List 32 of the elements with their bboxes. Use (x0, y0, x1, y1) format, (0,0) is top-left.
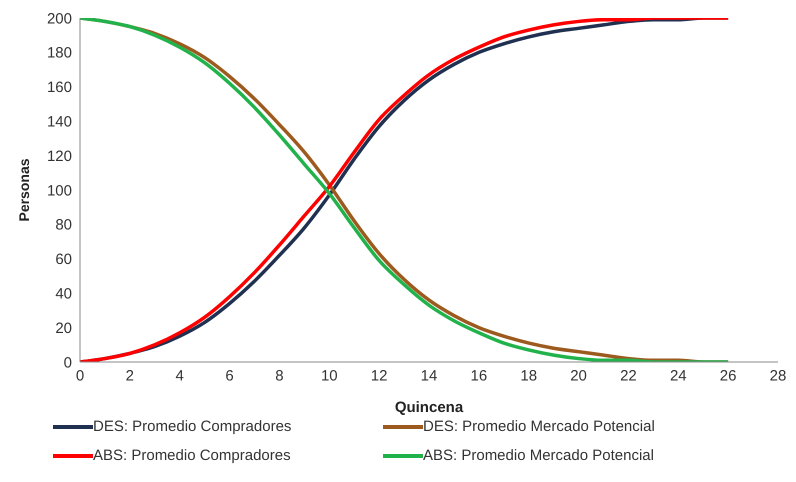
x-tick-label: 20 (570, 368, 587, 385)
y-tick-label: 100 (46, 182, 72, 200)
x-tick-label: 8 (275, 368, 284, 385)
x-axis-title: Quincena (394, 399, 464, 416)
x-tick-label: 2 (126, 368, 134, 385)
x-tick-label: 16 (470, 368, 488, 385)
y-tick-label: 80 (55, 216, 72, 234)
x-tick-label: 10 (320, 368, 338, 385)
legend-label: ABS: Promedio Compradores (93, 447, 291, 464)
x-tick-label: 0 (76, 368, 84, 385)
x-tick-label: 24 (670, 368, 687, 385)
y-axis-title: Personas (16, 158, 32, 222)
x-tick-label: 14 (420, 368, 438, 385)
legend-label: DES: Promedio Mercado Potencial (423, 418, 655, 435)
legend-label: ABS: Promedio Mercado Potencial (423, 447, 654, 464)
y-tick-label: 40 (55, 286, 72, 303)
legend-label: DES: Promedio Compradores (93, 418, 292, 435)
y-tick-label: 120 (46, 148, 72, 165)
x-tick-label: 26 (720, 368, 736, 385)
x-tick-label: 18 (520, 368, 538, 385)
y-tick-label: 0 (64, 354, 72, 372)
x-tick-label: 6 (225, 368, 234, 385)
y-tick-label: 60 (55, 251, 72, 268)
y-tick-label: 180 (46, 44, 72, 62)
x-tick-label: 28 (770, 368, 786, 385)
y-tick-label: 20 (55, 320, 72, 337)
x-tick-label: 22 (620, 368, 637, 385)
x-tick-label: 4 (176, 368, 184, 385)
x-tick-label: 12 (370, 368, 388, 385)
y-tick-label: 200 (46, 10, 72, 28)
y-tick-label: 140 (46, 114, 72, 131)
y-tick-label: 160 (46, 79, 72, 96)
